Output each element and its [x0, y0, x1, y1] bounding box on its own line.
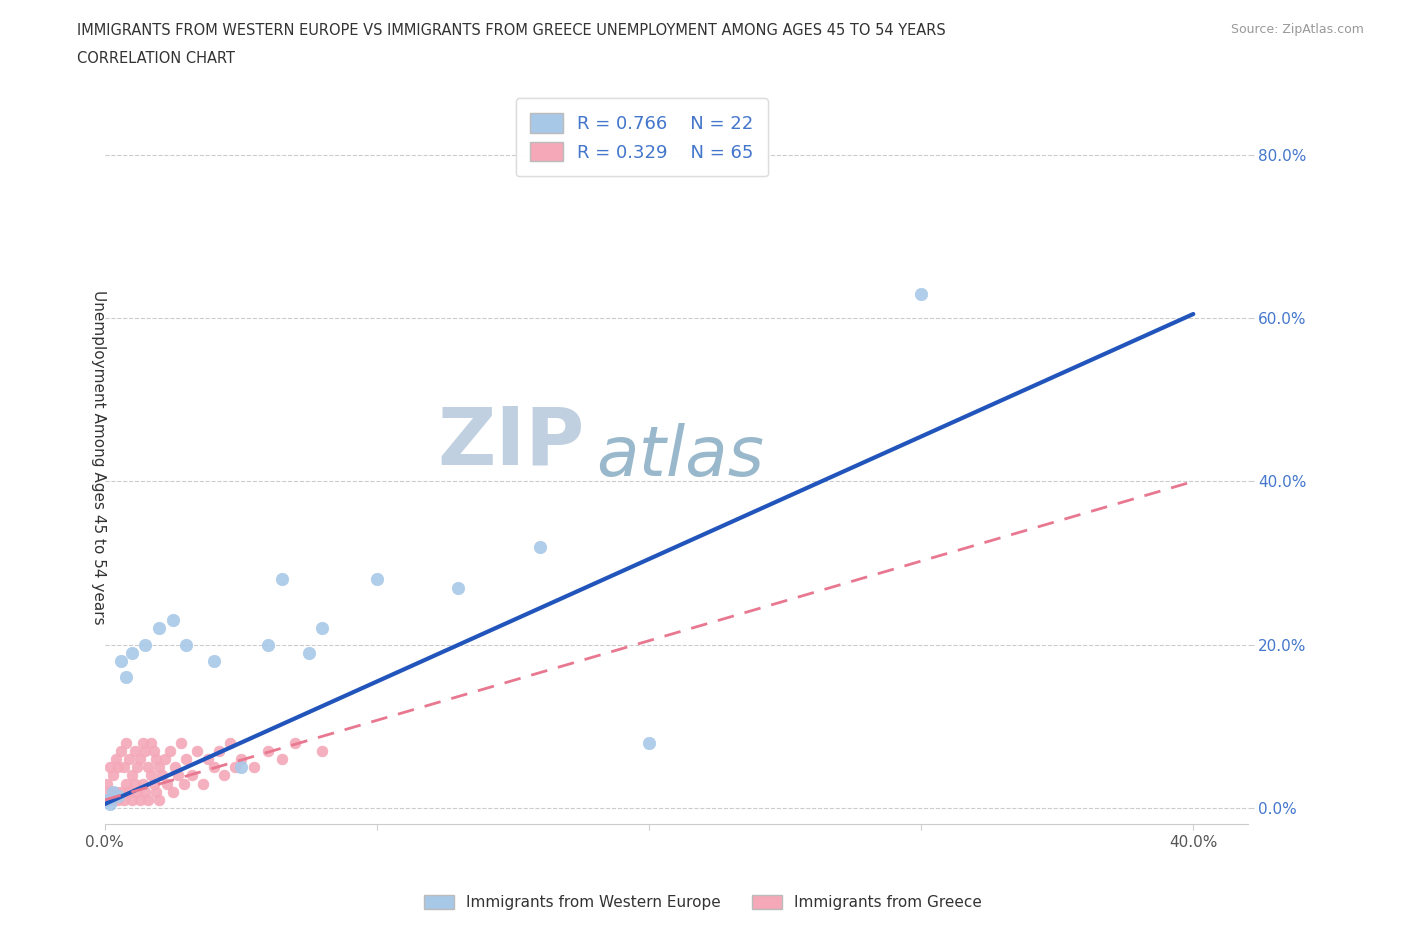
Point: [129, 792, 152, 807]
Point: [156, 777, 179, 791]
Point: [176, 637, 198, 652]
Point: [910, 286, 932, 301]
Point: [129, 751, 152, 766]
Point: [136, 792, 159, 807]
Point: [110, 744, 132, 759]
Point: [229, 760, 252, 775]
Point: [118, 751, 141, 766]
Point: [257, 637, 280, 652]
Point: [134, 744, 156, 759]
Point: [148, 621, 170, 636]
Text: CORRELATION CHART: CORRELATION CHART: [77, 51, 235, 66]
Point: [159, 744, 181, 759]
Point: [243, 760, 266, 775]
Point: [270, 572, 292, 587]
Point: [229, 751, 252, 766]
Point: [176, 751, 198, 766]
Point: [107, 789, 129, 804]
Point: [104, 784, 127, 799]
Point: [134, 784, 156, 799]
Point: [96, 792, 118, 807]
Y-axis label: Unemployment Among Ages 45 to 54 years: Unemployment Among Ages 45 to 54 years: [91, 289, 105, 624]
Point: [96, 777, 118, 791]
Point: [107, 792, 129, 807]
Point: [218, 736, 240, 751]
Point: [101, 784, 124, 799]
Point: [101, 768, 124, 783]
Point: [132, 777, 155, 791]
Point: [148, 792, 170, 807]
Legend: R = 0.766    N = 22, R = 0.329    N = 65: R = 0.766 N = 22, R = 0.329 N = 65: [516, 99, 768, 176]
Point: [447, 580, 470, 595]
Point: [167, 768, 190, 783]
Point: [134, 637, 156, 652]
Point: [145, 751, 167, 766]
Point: [366, 572, 388, 587]
Text: atlas: atlas: [596, 423, 765, 490]
Legend: Immigrants from Western Europe, Immigrants from Greece: Immigrants from Western Europe, Immigran…: [416, 887, 990, 918]
Point: [121, 768, 143, 783]
Point: [214, 768, 236, 783]
Point: [142, 744, 165, 759]
Point: [311, 621, 333, 636]
Point: [139, 768, 162, 783]
Text: IMMIGRANTS FROM WESTERN EUROPE VS IMMIGRANTS FROM GREECE UNEMPLOYMENT AMONG AGES: IMMIGRANTS FROM WESTERN EUROPE VS IMMIGR…: [77, 23, 946, 38]
Point: [186, 744, 208, 759]
Point: [191, 777, 214, 791]
Point: [170, 736, 193, 751]
Text: ZIP: ZIP: [437, 404, 585, 481]
Point: [124, 744, 146, 759]
Point: [127, 760, 149, 775]
Point: [529, 539, 551, 554]
Point: [136, 760, 159, 775]
Point: [107, 760, 129, 775]
Point: [121, 645, 143, 660]
Point: [121, 792, 143, 807]
Point: [124, 777, 146, 791]
Point: [132, 736, 155, 751]
Point: [180, 768, 202, 783]
Point: [139, 736, 162, 751]
Point: [165, 760, 187, 775]
Point: [145, 784, 167, 799]
Point: [96, 792, 118, 807]
Point: [311, 744, 333, 759]
Point: [110, 784, 132, 799]
Point: [298, 645, 321, 660]
Point: [101, 792, 124, 807]
Point: [150, 768, 173, 783]
Point: [98, 784, 121, 799]
Point: [162, 784, 184, 799]
Point: [202, 654, 225, 669]
Point: [257, 744, 280, 759]
Point: [270, 751, 292, 766]
Point: [115, 670, 138, 684]
Point: [224, 760, 246, 775]
Point: [202, 760, 225, 775]
Point: [197, 751, 219, 766]
Point: [162, 613, 184, 628]
Point: [115, 736, 138, 751]
Point: [173, 777, 195, 791]
Text: Source: ZipAtlas.com: Source: ZipAtlas.com: [1230, 23, 1364, 36]
Point: [98, 760, 121, 775]
Point: [112, 760, 135, 775]
Point: [112, 792, 135, 807]
Point: [110, 654, 132, 669]
Point: [127, 784, 149, 799]
Point: [142, 777, 165, 791]
Point: [115, 777, 138, 791]
Point: [208, 744, 231, 759]
Point: [153, 751, 176, 766]
Point: [104, 751, 127, 766]
Point: [98, 797, 121, 812]
Point: [148, 760, 170, 775]
Point: [638, 736, 661, 751]
Point: [284, 736, 307, 751]
Point: [118, 784, 141, 799]
